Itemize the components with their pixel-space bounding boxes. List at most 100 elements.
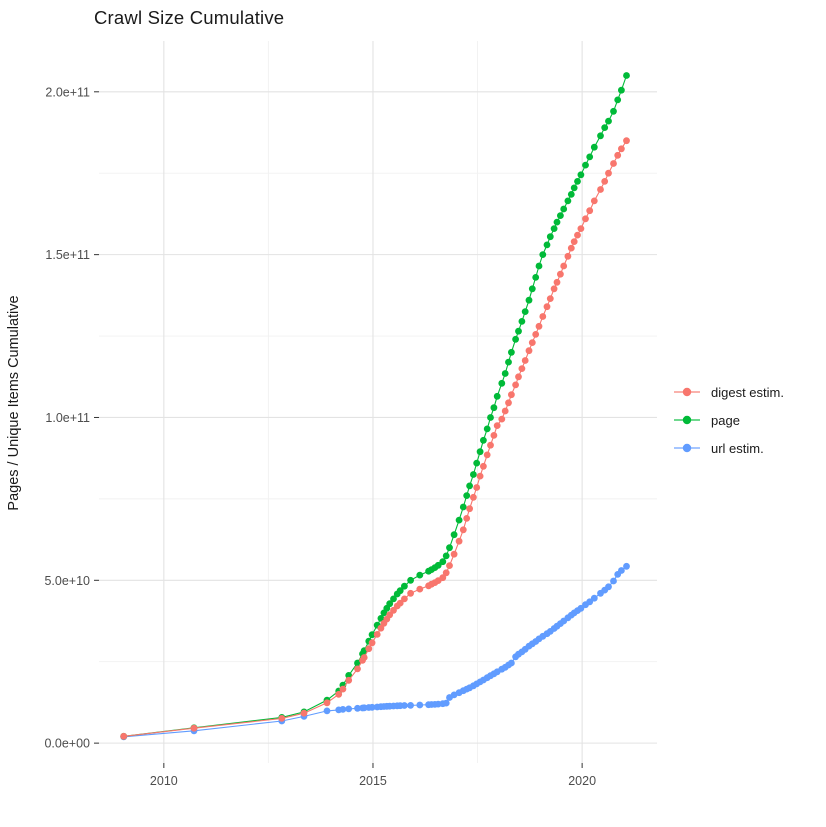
data-point — [493, 422, 501, 429]
data-point — [365, 645, 373, 653]
data-point — [605, 583, 612, 591]
data-point — [508, 348, 515, 356]
data-point — [618, 145, 625, 153]
data-point — [557, 212, 564, 220]
series-digest-estim — [120, 137, 630, 740]
data-point — [528, 339, 536, 346]
data-point — [368, 703, 376, 711]
data-point — [459, 526, 467, 534]
data-point — [610, 107, 617, 115]
data-point — [473, 484, 481, 491]
data-point — [614, 96, 622, 104]
data-point — [476, 472, 484, 480]
data-point — [610, 577, 617, 585]
data-point — [553, 278, 561, 286]
data-point — [539, 313, 547, 320]
data-point — [505, 399, 512, 407]
data-point — [512, 335, 519, 343]
data-point — [515, 327, 522, 335]
data-point — [323, 707, 331, 715]
legend-key-icon — [674, 415, 700, 425]
data-point — [339, 685, 347, 693]
data-point — [377, 615, 385, 622]
data-point — [501, 407, 509, 415]
data-point — [442, 569, 450, 577]
data-point — [560, 205, 568, 213]
data-point — [525, 347, 533, 355]
data-point — [345, 672, 353, 679]
data-point — [498, 379, 506, 387]
data-point — [623, 562, 630, 570]
data-point — [466, 482, 473, 490]
data-point — [396, 587, 404, 595]
data-point — [546, 233, 554, 241]
data-point — [439, 574, 447, 582]
data-point — [567, 191, 575, 198]
data-point — [455, 537, 463, 545]
y-tick-label: 0.0e+00 — [44, 737, 90, 751]
data-point — [407, 589, 414, 597]
data-point — [618, 567, 625, 574]
data-point — [605, 169, 612, 177]
data-point — [590, 143, 598, 151]
data-point — [300, 709, 308, 717]
data-point — [525, 296, 533, 304]
data-point — [401, 702, 408, 709]
data-point — [574, 231, 581, 239]
data-point — [354, 659, 361, 667]
data-point — [535, 322, 543, 330]
data-point — [446, 544, 453, 552]
data-point — [498, 415, 506, 423]
data-point — [550, 285, 558, 293]
data-point — [535, 262, 543, 270]
x-tick-label: 2020 — [568, 774, 596, 788]
data-point — [574, 178, 581, 185]
data-point — [570, 238, 578, 246]
data-point — [442, 552, 450, 560]
legend-item-url-estim: url estim. — [672, 434, 784, 462]
data-point — [557, 270, 564, 278]
data-point — [446, 562, 453, 569]
data-point — [401, 582, 408, 590]
data-point — [345, 705, 353, 713]
data-point — [508, 659, 515, 667]
data-point — [546, 295, 554, 302]
data-point — [567, 244, 575, 252]
data-point — [463, 515, 471, 522]
data-point — [528, 285, 536, 293]
data-point — [490, 432, 498, 439]
data-point — [416, 571, 424, 579]
data-point — [564, 197, 572, 205]
data-point — [518, 318, 526, 325]
data-point — [487, 441, 494, 449]
data-point — [386, 611, 394, 619]
data-point — [570, 184, 578, 192]
data-point — [590, 197, 598, 205]
legend-label: page — [711, 412, 740, 428]
data-point — [605, 117, 612, 125]
data-point — [515, 373, 522, 381]
data-point — [493, 392, 501, 400]
series-url-estim — [120, 562, 630, 741]
data-point — [618, 86, 625, 94]
legend-label: digest estim. — [711, 384, 784, 400]
data-point — [339, 706, 347, 713]
data-point — [586, 153, 594, 161]
series-line — [123, 565, 627, 738]
y-tick-label: 1.0e+11 — [45, 411, 90, 425]
data-point — [483, 425, 491, 433]
x-tick-label: 2010 — [150, 774, 178, 788]
data-point — [586, 207, 594, 215]
data-point — [553, 218, 561, 226]
data-point — [586, 598, 594, 606]
data-point — [450, 531, 458, 539]
data-point — [483, 451, 491, 459]
data-point — [480, 436, 487, 444]
data-point — [407, 576, 414, 584]
data-point — [490, 404, 498, 412]
x-tick-label: 2015 — [359, 774, 387, 788]
data-point — [610, 160, 617, 167]
data-point — [564, 252, 572, 260]
data-point — [501, 370, 509, 377]
